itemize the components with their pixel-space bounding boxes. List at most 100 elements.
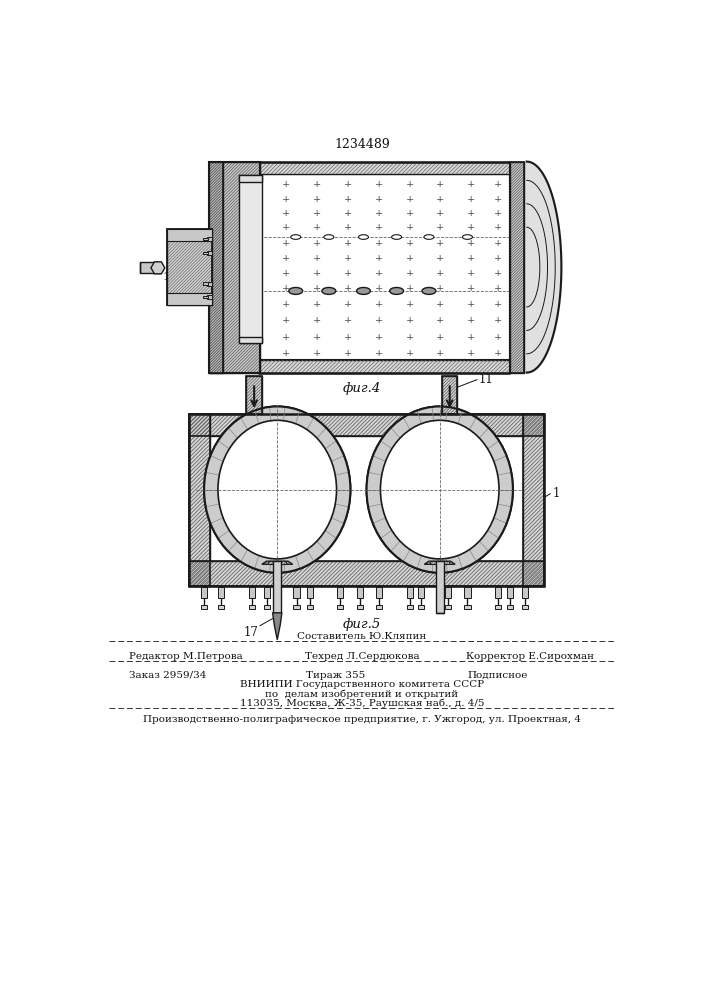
Text: +: + (467, 333, 475, 342)
Text: +: + (494, 195, 503, 204)
Bar (203, 296, 208, 298)
Bar (189, 414, 544, 436)
Text: фиг.5: фиг.5 (343, 618, 381, 631)
Text: Заказ 2959/34: Заказ 2959/34 (129, 671, 206, 680)
Text: +: + (282, 284, 291, 293)
Text: +: + (282, 180, 291, 189)
Text: +: + (436, 209, 445, 218)
Text: +: + (344, 300, 352, 309)
Bar (209, 162, 259, 373)
Text: +: + (375, 223, 383, 232)
Text: +: + (406, 180, 414, 189)
Text: +: + (282, 349, 291, 358)
Text: +: + (313, 284, 322, 293)
Text: Тираж 355: Тираж 355 (305, 671, 365, 680)
Bar (442, 376, 457, 414)
Bar (523, 414, 544, 586)
Text: +: + (467, 223, 475, 232)
Text: +: + (436, 180, 445, 189)
Polygon shape (273, 613, 282, 640)
Text: +: + (436, 284, 445, 293)
Ellipse shape (218, 420, 337, 559)
Bar (464, 605, 471, 609)
Ellipse shape (218, 420, 337, 559)
Bar (167, 229, 212, 305)
Text: +: + (344, 333, 352, 342)
Bar (258, 360, 510, 373)
Bar (376, 587, 382, 598)
Bar (247, 376, 262, 414)
Text: +: + (375, 300, 383, 309)
Bar (239, 175, 262, 182)
Text: +: + (282, 316, 291, 325)
Bar (522, 605, 528, 609)
Text: +: + (406, 239, 414, 248)
Text: +: + (494, 316, 503, 325)
Ellipse shape (462, 235, 472, 239)
Ellipse shape (291, 235, 300, 239)
Ellipse shape (390, 287, 404, 294)
Text: +: + (436, 239, 445, 248)
Text: Вода: Вода (442, 359, 474, 372)
Text: +: + (375, 239, 383, 248)
Text: +: + (313, 333, 322, 342)
Text: 18: 18 (163, 272, 177, 282)
Text: +: + (344, 349, 352, 358)
Text: +: + (344, 195, 352, 204)
Bar (418, 605, 424, 609)
Text: +: + (494, 180, 503, 189)
Text: +: + (467, 195, 475, 204)
Text: +: + (436, 333, 445, 342)
Bar (207, 295, 212, 299)
Text: Техред Л.Сердюкова: Техред Л.Сердюкова (305, 652, 419, 661)
Text: +: + (375, 180, 383, 189)
Text: +: + (313, 254, 322, 263)
Bar (356, 605, 363, 609)
Text: 1234489: 1234489 (334, 138, 390, 151)
Text: +: + (282, 239, 291, 248)
Text: +: + (494, 284, 503, 293)
Text: +: + (494, 254, 503, 263)
Text: +: + (467, 269, 475, 278)
Bar (356, 587, 363, 598)
Bar (523, 414, 544, 586)
Bar (207, 282, 212, 286)
Text: +: + (436, 300, 445, 309)
Text: +: + (313, 223, 322, 232)
Text: +: + (375, 333, 383, 342)
Bar (140, 262, 160, 273)
Text: +: + (406, 254, 414, 263)
Bar (239, 175, 262, 343)
Text: Производственно-полиграфическое предприятие, г. Ужгород, ул. Проектная, 4: Производственно-полиграфическое предприя… (143, 715, 581, 724)
Bar (445, 605, 451, 609)
Text: +: + (313, 180, 322, 189)
Text: +: + (375, 269, 383, 278)
Text: +: + (344, 209, 352, 218)
Polygon shape (262, 561, 293, 564)
Text: +: + (375, 284, 383, 293)
Bar (442, 376, 457, 414)
Ellipse shape (380, 420, 499, 559)
Text: +: + (436, 195, 445, 204)
Text: +: + (406, 209, 414, 218)
Text: 113035, Москва, Ж-35, Раушская наб., д. 4/5: 113035, Москва, Ж-35, Раушская наб., д. … (240, 698, 484, 708)
Text: +: + (467, 349, 475, 358)
Bar (249, 587, 255, 598)
Ellipse shape (366, 406, 513, 573)
Bar (189, 414, 210, 586)
Text: +: + (313, 349, 322, 358)
Bar (247, 376, 262, 414)
Text: +: + (406, 284, 414, 293)
Bar (510, 162, 524, 373)
Ellipse shape (204, 406, 351, 573)
Bar (307, 605, 312, 609)
Ellipse shape (324, 235, 334, 239)
Text: +: + (282, 209, 291, 218)
Bar (167, 293, 212, 305)
Ellipse shape (392, 235, 402, 239)
Text: +: + (375, 195, 383, 204)
Text: +: + (313, 239, 322, 248)
Text: +: + (344, 284, 352, 293)
Text: Подписное: Подписное (467, 671, 528, 680)
Bar (189, 561, 544, 586)
